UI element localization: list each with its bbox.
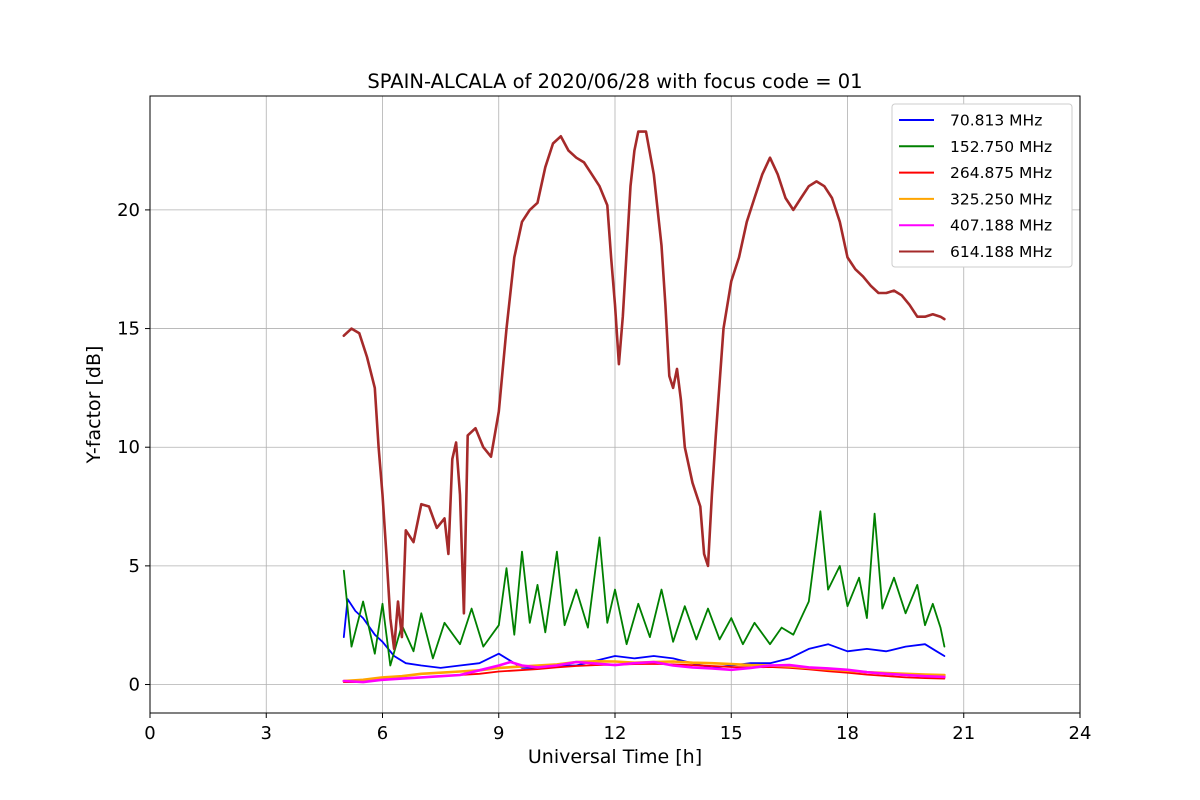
x-tick-label: 24 <box>1069 723 1092 744</box>
legend-label: 325.250 MHz <box>950 190 1052 208</box>
x-axis-title: Universal Time [h] <box>528 746 702 768</box>
series-line <box>342 660 946 684</box>
legend: 70.813 MHz 152.750 MHz 264.875 MHz 325.250 … <box>891 103 1073 268</box>
legend-box <box>891 103 1073 268</box>
x-tick-label: 21 <box>952 723 975 744</box>
series-layer <box>342 130 946 684</box>
legend-label: 264.875 MHz <box>950 164 1052 182</box>
y-tick-label: 10 <box>117 437 140 458</box>
legend-label: 152.750 MHz <box>950 138 1052 156</box>
x-tick-label: 0 <box>144 723 155 744</box>
chart-title: SPAIN-ALCALA of 2020/06/28 with focus co… <box>367 70 862 93</box>
y-axis-title: Y-factor [dB] <box>83 346 105 465</box>
x-tick-label: 12 <box>604 723 627 744</box>
grid <box>149 96 1081 713</box>
x-tick-label: 18 <box>836 723 859 744</box>
x-tick-label: 9 <box>493 723 504 744</box>
legend-label: 614.188 MHz <box>950 243 1052 261</box>
legend-label: 70.813 MHz <box>950 112 1042 130</box>
series-line <box>342 510 946 667</box>
y-tick-label: 20 <box>117 200 140 221</box>
legend-items: 70.813 MHz 152.750 MHz 264.875 MHz 325.250 … <box>899 112 1052 261</box>
y-tick-label: 5 <box>129 556 140 577</box>
y-tick-label: 15 <box>117 319 140 340</box>
legend-label: 407.188 MHz <box>950 217 1052 235</box>
y-tick-label: 0 <box>129 675 140 696</box>
x-tick-label: 6 <box>377 723 388 744</box>
x-tick-label: 15 <box>720 723 743 744</box>
ticks: 0 3 6 9 12 15 18 21 24 0 5 10 15 20 <box>117 200 1091 744</box>
x-tick-label: 3 <box>261 723 272 744</box>
series-line <box>342 130 946 651</box>
series-line <box>342 598 946 669</box>
